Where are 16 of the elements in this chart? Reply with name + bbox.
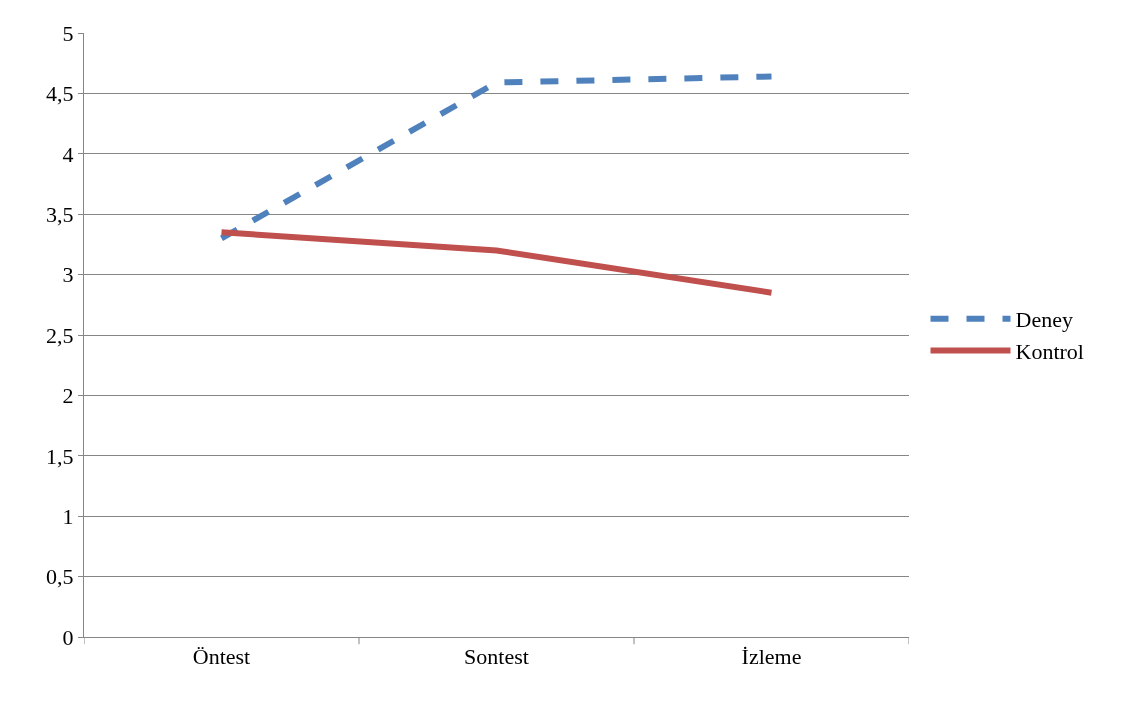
legend-label: Deney — [1015, 307, 1073, 333]
x-tick-label: Öntest — [192, 644, 251, 670]
legend-label: Kontrol — [1015, 338, 1084, 364]
y-tick-label: 4,5 — [46, 81, 74, 107]
x-tick-label: İzleme — [741, 644, 802, 670]
y-tick-label: 2 — [62, 383, 74, 409]
y-tick-label: 0 — [62, 624, 74, 650]
y-tick-label: 2,5 — [46, 322, 74, 348]
y-tick-label: 3,5 — [46, 201, 74, 227]
y-tick-label: 1 — [62, 503, 74, 529]
y-tick-label: 4 — [62, 141, 74, 167]
y-tick-label: 1,5 — [46, 443, 74, 469]
y-tick-label: 5 — [62, 20, 74, 46]
y-tick-label: 0,5 — [46, 564, 74, 590]
y-tick-label: 3 — [62, 262, 74, 288]
x-tick-label: Sontest — [464, 644, 529, 670]
